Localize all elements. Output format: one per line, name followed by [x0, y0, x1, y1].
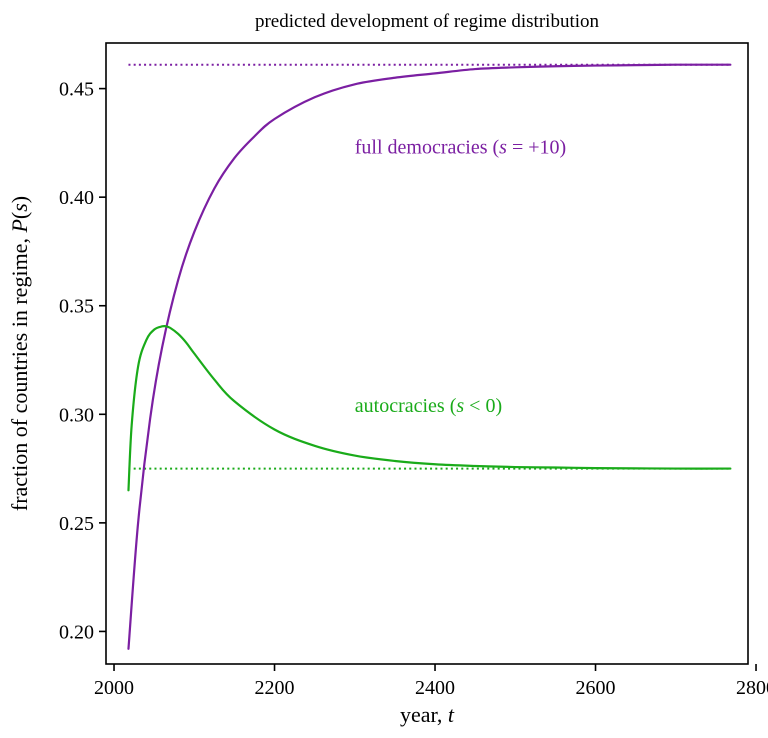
- reference-lines: [128, 63, 731, 470]
- y-tick-label: 0.25: [59, 513, 94, 535]
- x-tick-label: 2000: [94, 677, 134, 699]
- x-tick-label: 2600: [576, 677, 616, 699]
- x-tick-label: 2200: [255, 677, 295, 699]
- y-tick-label: 0.35: [59, 296, 94, 318]
- plot-frame: [105, 42, 749, 665]
- series-line-1: [127, 63, 732, 650]
- annotation-1: full democracies (s = +10): [355, 137, 566, 159]
- y-tick-label: 0.40: [59, 187, 94, 209]
- y-axis-label: fraction of countries in regime, P(s): [7, 196, 32, 511]
- series-line-2: [127, 324, 732, 492]
- annotation-2: autocracies (s < 0): [355, 395, 502, 417]
- x-axis-label: year, t: [400, 702, 455, 727]
- x-tick-label: 2400: [415, 677, 455, 699]
- y-tick-label: 0.30: [59, 404, 94, 426]
- series-lines: [127, 63, 732, 650]
- y-axis-ticks: 0.20 0.25 0.30 0.35 0.40 0.45: [59, 79, 106, 643]
- y-tick-label: 0.45: [59, 79, 94, 101]
- y-tick-label: 0.20: [59, 621, 94, 643]
- chart-title: predicted development of regime distribu…: [255, 11, 600, 32]
- annotations: full democracies (s = +10) autocracies (s…: [355, 137, 566, 417]
